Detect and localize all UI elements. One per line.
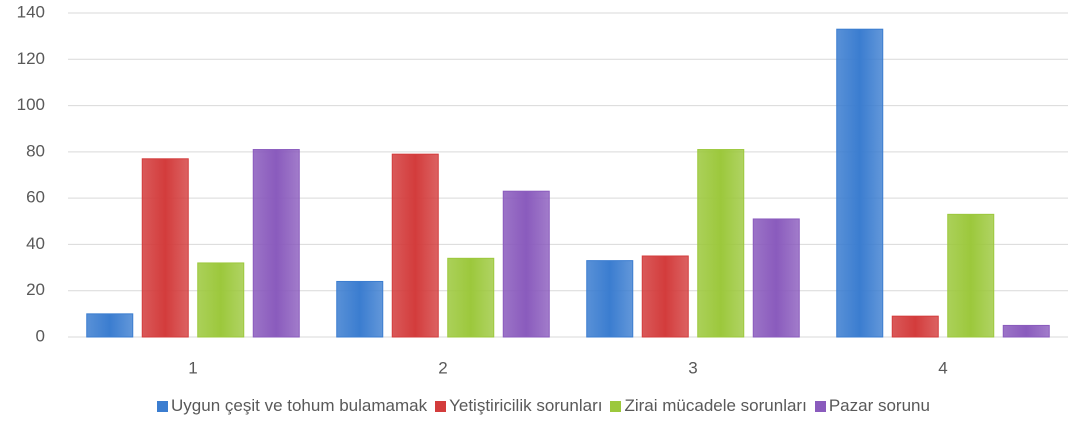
bar [252, 149, 300, 338]
x-tick-label: 2 [438, 358, 447, 377]
legend-item: Zirai mücadele sorunları [610, 396, 807, 416]
bar [891, 315, 939, 338]
x-tick-label: 1 [188, 358, 197, 377]
bar [502, 190, 550, 338]
legend-label: Uygun çeşit ve tohum bulamamak [171, 396, 428, 415]
y-tick-label: 140 [17, 2, 45, 21]
bar [141, 158, 189, 338]
legend-label: Pazar sorunu [828, 396, 930, 415]
bar [336, 280, 384, 338]
y-tick-label: 80 [26, 141, 45, 160]
y-tick-label: 60 [26, 188, 45, 207]
legend-item: Pazar sorunu [814, 396, 930, 416]
y-tick-label: 40 [26, 234, 45, 253]
bar [641, 255, 689, 338]
legend-item: Uygun çeşit ve tohum bulamamak [157, 396, 427, 416]
bar [586, 260, 634, 338]
bar [836, 28, 884, 338]
bar [86, 313, 134, 338]
legend: Uygun çeşit ve tohum bulamamak Yetiştiric… [0, 396, 1087, 416]
legend-swatch [435, 400, 447, 412]
y-tick-label: 0 [36, 326, 45, 345]
y-tick-label: 100 [17, 95, 45, 114]
bar [391, 153, 439, 338]
bar [1002, 324, 1050, 338]
legend-label: Zirai mücadele sorunları [624, 396, 807, 415]
legend-item: Yetiştiricilik sorunları [435, 396, 602, 416]
x-tick-label: 4 [938, 358, 947, 377]
bar [752, 218, 800, 338]
bar [947, 213, 995, 338]
legend-swatch [814, 400, 826, 412]
legend-label: Yetiştiricilik sorunları [449, 396, 603, 415]
legend-swatch [610, 400, 622, 412]
bar [197, 262, 245, 338]
y-tick-label: 20 [26, 280, 45, 299]
y-tick-label: 120 [17, 49, 45, 68]
x-tick-label: 3 [688, 358, 697, 377]
legend-swatch [157, 400, 169, 412]
bar [447, 257, 495, 338]
bar [697, 149, 745, 338]
chart: 0 20 40 60 80 100 120 140 1 2 3 4 [17, 2, 1068, 377]
